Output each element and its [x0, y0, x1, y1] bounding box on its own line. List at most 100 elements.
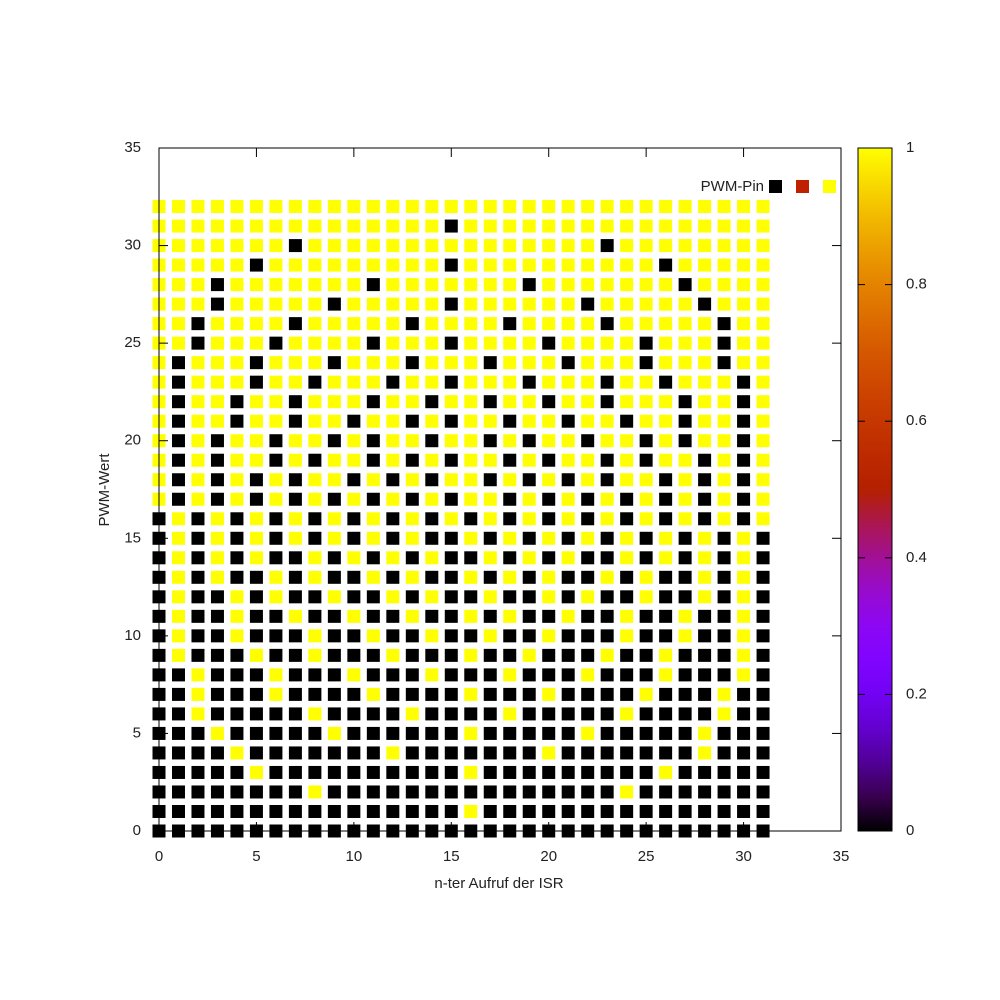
cell: [503, 336, 517, 350]
cell: [464, 765, 478, 779]
cell: [561, 356, 575, 370]
cell: [639, 219, 653, 233]
cell: [503, 453, 517, 467]
cell: [678, 258, 692, 272]
cell: [542, 219, 556, 233]
cell: [366, 707, 380, 721]
cell: [249, 473, 263, 487]
cell: [678, 434, 692, 448]
cell: [308, 765, 322, 779]
cell: [717, 356, 731, 370]
cell: [698, 590, 712, 604]
cell: [210, 590, 224, 604]
cell: [737, 239, 751, 253]
cell: [347, 434, 361, 448]
cell: [425, 726, 439, 740]
cell: [366, 551, 380, 565]
cell: [678, 746, 692, 760]
cell: [308, 804, 322, 818]
cell: [717, 317, 731, 331]
cell: [386, 336, 400, 350]
cell: [678, 219, 692, 233]
cell: [191, 258, 205, 272]
cell: [366, 258, 380, 272]
cell: [425, 570, 439, 584]
cell: [561, 570, 575, 584]
cell: [620, 590, 634, 604]
cell: [581, 668, 595, 682]
cell: [639, 258, 653, 272]
cell: [405, 200, 419, 214]
cell: [698, 492, 712, 506]
cell: [483, 804, 497, 818]
cell: [503, 648, 517, 662]
cell: [600, 473, 614, 487]
cell: [230, 239, 244, 253]
cell: [717, 609, 731, 623]
cell: [620, 512, 634, 526]
cell: [230, 726, 244, 740]
cell: [210, 668, 224, 682]
cell: [581, 629, 595, 643]
cell: [717, 512, 731, 526]
cell: [717, 434, 731, 448]
cell: [717, 453, 731, 467]
cell: [678, 629, 692, 643]
cell: [308, 707, 322, 721]
y-tick-label: 15: [124, 529, 141, 546]
cell: [542, 414, 556, 428]
cell: [639, 590, 653, 604]
cell: [561, 765, 575, 779]
cell: [269, 687, 283, 701]
cell: [503, 297, 517, 311]
cell: [366, 531, 380, 545]
cell: [542, 785, 556, 799]
cell: [425, 707, 439, 721]
cell: [522, 239, 536, 253]
cell: [405, 648, 419, 662]
cell: [600, 336, 614, 350]
cell: [561, 512, 575, 526]
cell: [327, 668, 341, 682]
cell: [464, 434, 478, 448]
cell: [327, 785, 341, 799]
cell: [327, 570, 341, 584]
cell: [210, 434, 224, 448]
cell: [581, 473, 595, 487]
cell: [581, 239, 595, 253]
cell: [444, 219, 458, 233]
cell: [366, 297, 380, 311]
cell: [756, 317, 770, 331]
cell: [717, 414, 731, 428]
cell: [659, 453, 673, 467]
cell: [503, 609, 517, 623]
cell: [347, 414, 361, 428]
cell: [308, 434, 322, 448]
cell: [503, 687, 517, 701]
cell: [405, 726, 419, 740]
cell: [405, 551, 419, 565]
cell: [405, 219, 419, 233]
cell: [444, 395, 458, 409]
cell: [230, 278, 244, 292]
cell: [249, 200, 263, 214]
cell: [405, 414, 419, 428]
cell: [425, 629, 439, 643]
cell: [620, 239, 634, 253]
cell: [698, 668, 712, 682]
cell: [737, 746, 751, 760]
cell: [308, 687, 322, 701]
cell: [639, 297, 653, 311]
cell: [230, 687, 244, 701]
cell: [581, 746, 595, 760]
cell: [698, 785, 712, 799]
cell: [698, 629, 712, 643]
cell: [561, 746, 575, 760]
cell: [191, 336, 205, 350]
cell: [327, 609, 341, 623]
cell: [405, 317, 419, 331]
cell: [464, 785, 478, 799]
cell: [171, 648, 185, 662]
cell: [522, 707, 536, 721]
